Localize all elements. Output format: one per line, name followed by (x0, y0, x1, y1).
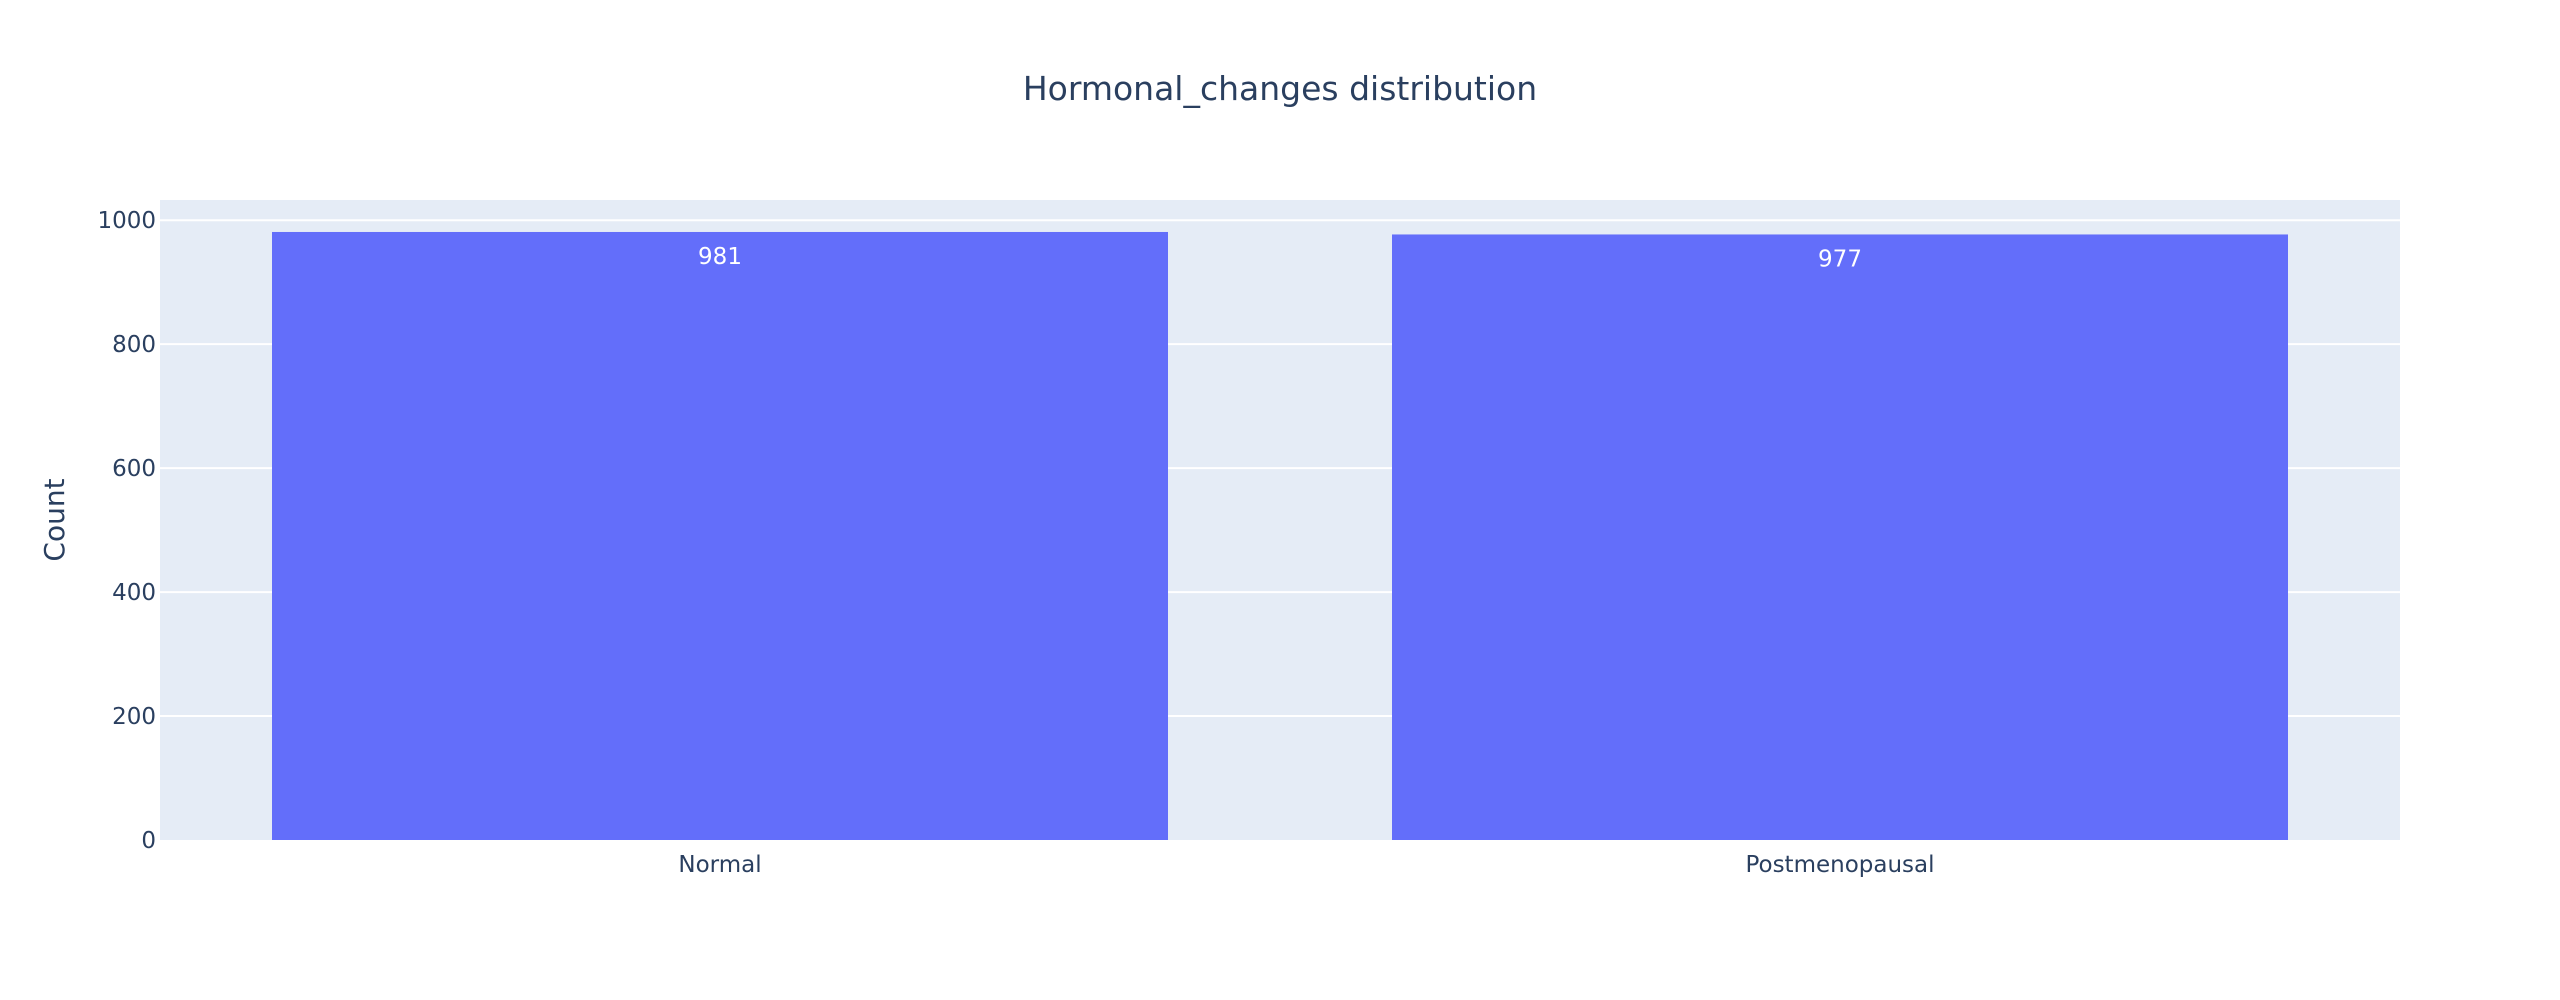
bars: 981 977 (272, 231, 2288, 841)
bar-value-label: 981 (698, 244, 742, 270)
y-tick-label: 0 (141, 828, 156, 854)
x-axis-ticks: Normal Postmenopausal (678, 852, 1934, 878)
y-tick-label: 800 (112, 332, 156, 358)
y-tick-label: 400 (112, 580, 156, 606)
x-tick-label: Normal (678, 852, 761, 878)
x-tick-label: Postmenopausal (1745, 852, 1934, 878)
bar-normal (272, 231, 1168, 841)
y-tick-label: 200 (112, 704, 156, 730)
bar-value-label: 977 (1818, 246, 1862, 272)
y-tick-label: 1000 (97, 208, 156, 234)
y-axis-ticks: 0 200 400 600 800 1000 (97, 208, 156, 854)
y-tick-label: 600 (112, 456, 156, 482)
bar-postmenopausal (1392, 234, 2288, 841)
y-axis-title: Count (38, 478, 71, 561)
chart-title: Hormonal_changes distribution (1023, 69, 1537, 108)
